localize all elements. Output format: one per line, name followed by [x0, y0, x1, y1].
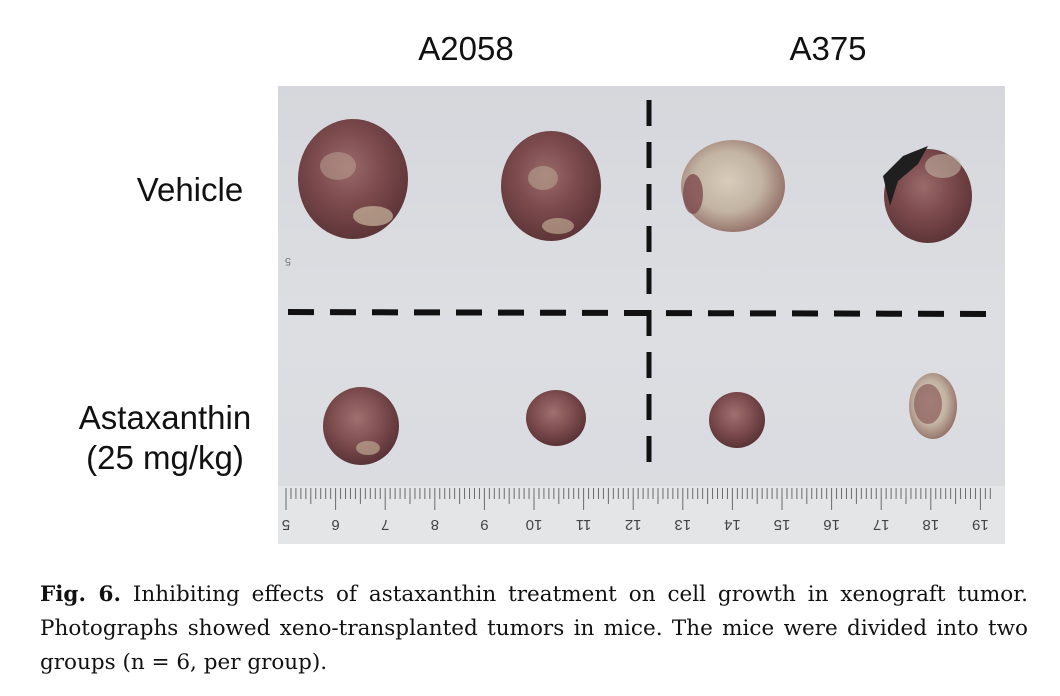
- ruler-label: 8: [431, 516, 439, 533]
- ruler-label: 19: [972, 516, 989, 533]
- ruler-label: 13: [674, 516, 691, 533]
- row-heading-astaxanthin: Astaxanthin (25 mg/kg): [40, 398, 290, 478]
- ruler-label: 12: [625, 516, 642, 533]
- ruler-label: 6: [331, 516, 339, 533]
- ruler-label: 10: [526, 516, 543, 533]
- ruler-label: 18: [922, 516, 939, 533]
- tumor-a2058-astaxanthin-2: [526, 390, 586, 446]
- row-heading-vehicle: Vehicle: [110, 170, 270, 210]
- figure-caption: Fig. 6. Inhibiting effects of astaxanthi…: [40, 578, 1028, 680]
- horizontal-divider: [287, 309, 991, 317]
- ruler-label: 9: [480, 516, 488, 533]
- tumor-photograph: 5 5 6 7 8 9 10 11 12 13 14 15 16 17 18 19: [278, 86, 1005, 544]
- tumor-a2058-vehicle-1: [298, 119, 408, 239]
- tumor-a375-astaxanthin-1: [709, 392, 765, 448]
- column-heading-a2058: A2058: [418, 30, 514, 67]
- ruler-label: 5: [282, 516, 290, 533]
- ruler-label: 14: [724, 516, 741, 533]
- ruler-label: 15: [774, 516, 791, 533]
- row-heading-astaxanthin-line1: Astaxanthin: [78, 399, 252, 436]
- ruler-strip: [278, 486, 1005, 544]
- stray-mark: 5: [285, 255, 291, 267]
- column-heading-a375: A375: [789, 30, 867, 67]
- ruler: 5 6 7 8 9 10 11 12 13 14 15 16 17 18 19: [282, 488, 991, 533]
- row-heading-vehicle-line: Vehicle: [136, 171, 244, 208]
- tumor-a375-vehicle-2: [883, 146, 972, 243]
- tumor-a2058-vehicle-2: [501, 131, 601, 241]
- ruler-label: 17: [873, 516, 890, 533]
- tumor-a2058-astaxanthin-1: [323, 387, 399, 465]
- tumor-a375-vehicle-1: [681, 140, 785, 232]
- figure-caption-text: Inhibiting effects of astaxanthin treatm…: [40, 582, 1028, 675]
- row-heading-astaxanthin-line2: (25 mg/kg): [86, 439, 244, 476]
- ruler-label: 11: [576, 516, 592, 533]
- tumor-a375-astaxanthin-2: [909, 373, 957, 439]
- ruler-label: 7: [381, 516, 389, 533]
- ruler-label: 16: [823, 516, 840, 533]
- figure-label: Fig. 6.: [40, 582, 121, 607]
